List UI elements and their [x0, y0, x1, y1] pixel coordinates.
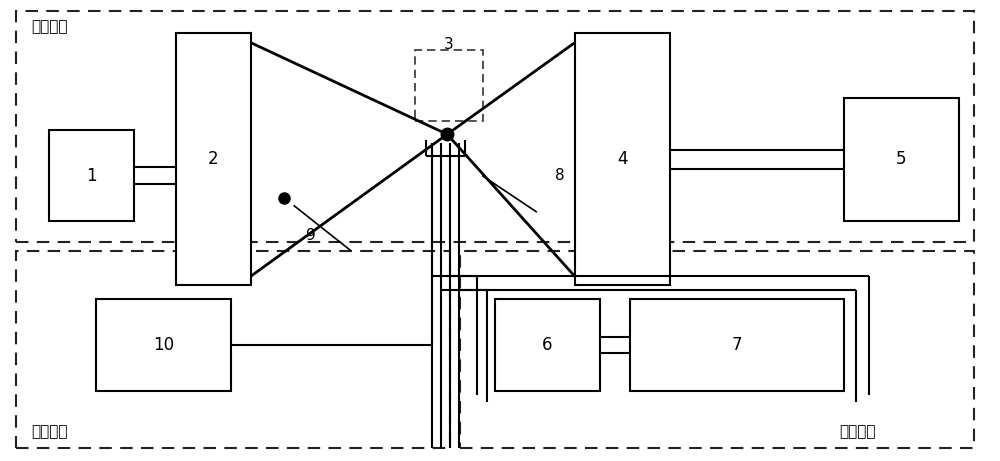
Text: 9: 9	[306, 228, 315, 242]
Text: 8: 8	[555, 168, 565, 183]
Text: 5: 5	[896, 150, 907, 168]
Bar	[495, 299, 600, 391]
Text: 2: 2	[208, 150, 219, 168]
Bar	[16, 11, 974, 242]
Bar	[460, 251, 974, 448]
Text: 3: 3	[444, 37, 454, 53]
Text: 6: 6	[542, 336, 553, 354]
Text: 监测部分: 监测部分	[31, 425, 68, 440]
Bar	[96, 299, 231, 391]
Text: 温控部分: 温控部分	[839, 425, 876, 440]
Text: 10: 10	[153, 336, 174, 354]
Bar	[415, 49, 483, 120]
Text: 7: 7	[732, 336, 742, 354]
Bar	[16, 251, 450, 448]
Bar	[49, 130, 134, 221]
Bar	[575, 34, 670, 285]
Bar	[630, 299, 844, 391]
Text: 4: 4	[617, 150, 627, 168]
Text: 光学部分: 光学部分	[31, 19, 68, 34]
Bar	[176, 34, 251, 285]
Text: 1: 1	[86, 166, 97, 184]
Bar	[844, 98, 959, 221]
